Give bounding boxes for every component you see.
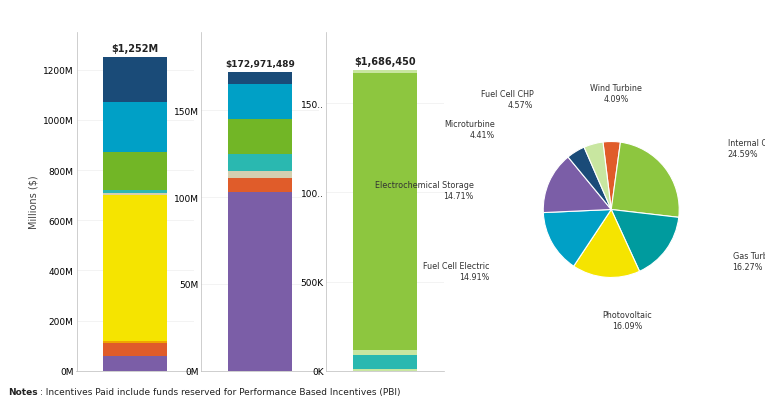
Text: : Incentives Paid include funds reserved for Performance Based Incentives (PBI): : Incentives Paid include funds reserved… (40, 387, 400, 396)
Wedge shape (611, 143, 679, 218)
Wedge shape (611, 210, 679, 271)
Bar (228, 85, 292, 119)
Text: Notes: Notes (8, 387, 37, 396)
Text: $172,971,489: $172,971,489 (225, 60, 295, 69)
Text: Fuel Cell Electric
14.91%: Fuel Cell Electric 14.91% (423, 261, 490, 282)
Bar (103, 152, 168, 190)
Wedge shape (603, 142, 620, 210)
Text: Microturbine
4.41%: Microturbine 4.41% (444, 119, 495, 139)
Text: Internal Combustion
24.59%: Internal Combustion 24.59% (728, 139, 765, 159)
Text: Electrochemical Storage
14.71%: Electrochemical Storage 14.71% (375, 180, 474, 200)
Bar (228, 73, 292, 85)
Text: $1,252M: $1,252M (112, 44, 158, 54)
Bar (103, 190, 168, 193)
Wedge shape (584, 143, 611, 210)
Text: Reserved: Reserved (210, 12, 269, 21)
Wedge shape (543, 158, 611, 213)
Text: Incentives Paid: Incentives Paid (53, 12, 148, 21)
Bar (103, 57, 168, 103)
Text: Capacity Distribution (%): Capacity Distribution (%) (529, 12, 686, 21)
Bar (103, 103, 168, 152)
Text: Pending: Pending (353, 12, 404, 21)
Bar (353, 71, 418, 74)
Bar (353, 355, 418, 369)
Bar (228, 192, 292, 371)
Bar (103, 341, 168, 343)
Wedge shape (568, 148, 611, 210)
Bar (353, 74, 418, 350)
Text: Gas Turbine
16.27%: Gas Turbine 16.27% (733, 251, 765, 271)
Bar (103, 343, 168, 356)
Bar (353, 350, 418, 355)
Text: Fuel Cell CHP
4.57%: Fuel Cell CHP 4.57% (480, 90, 533, 110)
Wedge shape (543, 210, 611, 267)
Bar (353, 369, 418, 371)
Bar (103, 356, 168, 371)
Bar (228, 178, 292, 192)
Bar (228, 172, 292, 178)
Text: $1,686,450: $1,686,450 (354, 57, 416, 67)
Wedge shape (574, 210, 640, 278)
Text: Photovoltaic
16.09%: Photovoltaic 16.09% (603, 310, 653, 330)
Y-axis label: Millions ($): Millions ($) (29, 175, 39, 229)
Text: Wind Turbine
4.09%: Wind Turbine 4.09% (590, 84, 642, 104)
Bar (228, 119, 292, 154)
Bar (103, 196, 168, 341)
Bar (228, 154, 292, 172)
Bar (103, 193, 168, 196)
